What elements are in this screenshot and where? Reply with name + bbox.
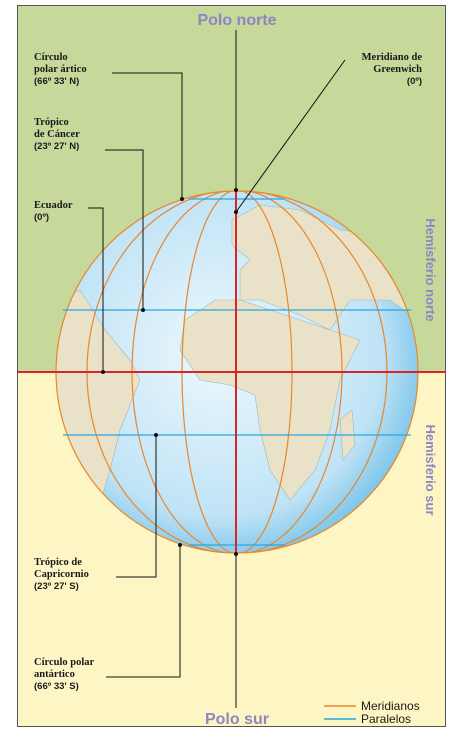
annotation-line: Ecuador bbox=[34, 200, 73, 211]
legend-label: Paralelos bbox=[361, 712, 411, 726]
annotation-line: de Cáncer bbox=[34, 129, 80, 140]
annotation-line: Capricornio bbox=[34, 569, 89, 580]
annotation-line: Greenwich bbox=[373, 64, 422, 75]
annotation: Ecuador(0º) bbox=[34, 200, 73, 223]
annotation-line: antártico bbox=[34, 669, 75, 680]
annotation-line: polar ártico bbox=[34, 64, 87, 75]
annotation-line: (0º) bbox=[34, 212, 49, 223]
south-pole-label: Polo sur bbox=[205, 711, 269, 728]
annotation-line: (66º 33' S) bbox=[34, 681, 79, 692]
annotation-line: (0º) bbox=[407, 76, 422, 87]
annotation-line: Círculo bbox=[34, 52, 68, 63]
legend-label: Meridianos bbox=[361, 699, 420, 713]
hemisphere-label: Hemisferio norte bbox=[423, 218, 438, 321]
annotation-line: (23º 27' N) bbox=[34, 141, 79, 152]
frame bbox=[17, 5, 446, 727]
annotation-line: Círculo polar bbox=[34, 657, 95, 668]
leader-lines bbox=[88, 59, 346, 678]
hemisphere-label: Hemisferio sur bbox=[423, 424, 438, 515]
annotation-line: Meridiano de bbox=[362, 52, 423, 63]
annotation-line: Trópico bbox=[34, 117, 69, 128]
annotation-line: (23º 27' S) bbox=[34, 581, 79, 592]
annotation-line: Trópico de bbox=[34, 557, 82, 568]
north-pole-label: Polo norte bbox=[197, 12, 276, 29]
annotation-line: (66º 33' N) bbox=[34, 76, 79, 87]
